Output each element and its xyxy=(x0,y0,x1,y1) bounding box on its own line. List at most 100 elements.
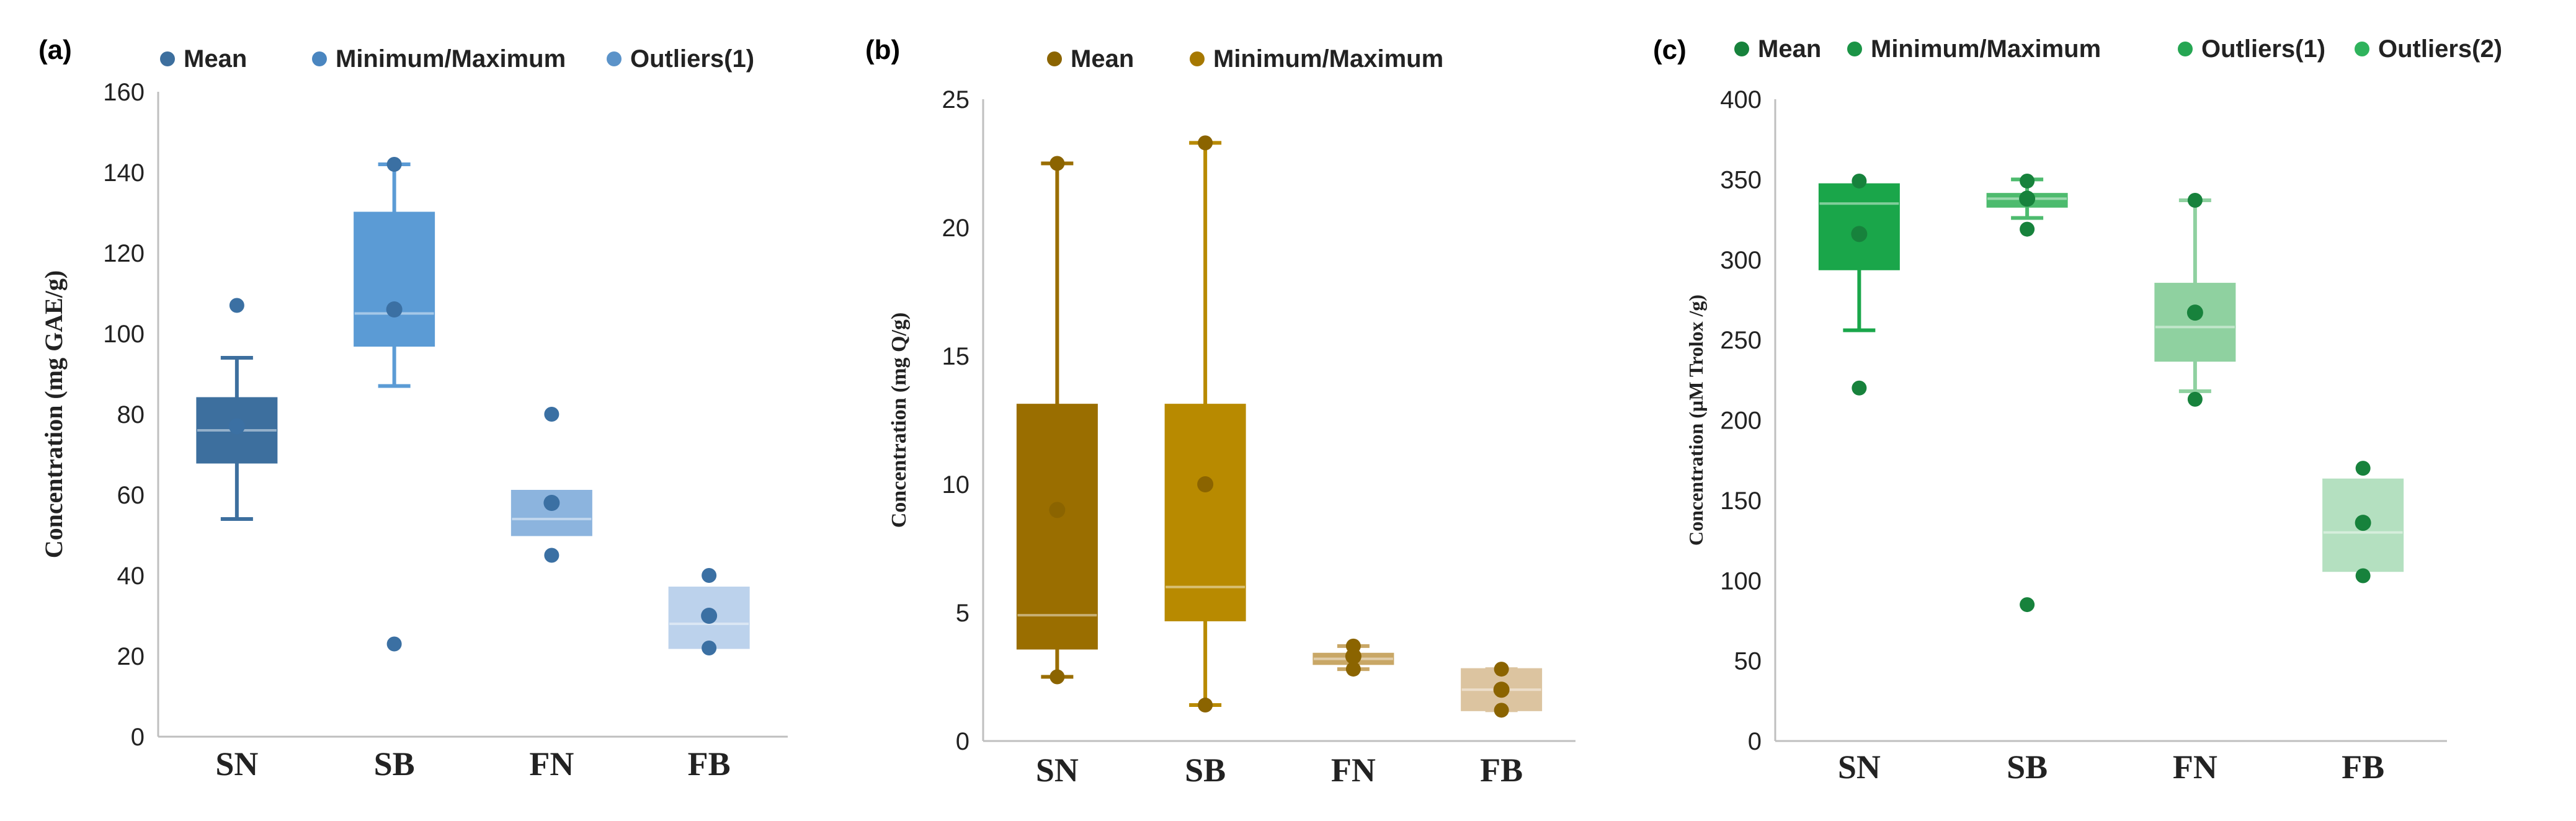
legend-entry: Mean xyxy=(184,45,247,73)
box-body xyxy=(1818,183,1900,270)
mean-point xyxy=(228,418,245,435)
y-tick-label: 80 xyxy=(117,401,145,428)
mean-point xyxy=(543,495,560,511)
y-tick-label: 150 xyxy=(1720,487,1762,515)
mean-point xyxy=(1197,476,1214,492)
box-body xyxy=(2154,283,2236,362)
box-FN xyxy=(1313,638,1394,677)
max-point xyxy=(1494,662,1509,677)
legend-entry: Minimum/Maximum xyxy=(1213,45,1443,73)
legend-entry: Outliers(1) xyxy=(2201,35,2325,63)
x-category-label: SN xyxy=(1838,748,1881,786)
legend-marker xyxy=(607,51,622,66)
panel-label: (c) xyxy=(1653,35,1687,65)
x-category-label: FB xyxy=(1480,752,1523,789)
y-tick-label: 20 xyxy=(117,643,145,670)
legend-entry: Outliers(1) xyxy=(630,45,754,73)
data-point xyxy=(544,548,559,563)
mean-point xyxy=(1049,502,1066,518)
mean-point xyxy=(386,301,403,317)
y-tick-label: 300 xyxy=(1720,247,1762,274)
min-point xyxy=(1198,698,1213,713)
box-FN xyxy=(510,407,592,563)
data-point xyxy=(702,568,717,583)
box-body xyxy=(1016,404,1098,650)
legend-marker xyxy=(2355,42,2369,56)
box-body xyxy=(196,397,278,464)
legend-entry: Mean xyxy=(1758,35,1821,63)
panel-label: (a) xyxy=(38,35,72,65)
max-point xyxy=(1198,135,1213,151)
x-category-label: FN xyxy=(2173,748,2217,786)
y-tick-label: 20 xyxy=(942,215,970,242)
box-SN xyxy=(1016,156,1098,685)
panel-label: (b) xyxy=(865,35,900,65)
data-point xyxy=(2355,568,2371,584)
x-category-label: SB xyxy=(1185,752,1226,789)
y-tick-label: 0 xyxy=(956,728,969,755)
data-point xyxy=(2020,221,2035,237)
y-tick-label: 15 xyxy=(942,343,970,370)
y-tick-label: 5 xyxy=(956,600,969,627)
data-point xyxy=(1852,173,1867,189)
box-FB xyxy=(668,568,750,655)
x-category-label: SB xyxy=(374,745,415,783)
mean-point xyxy=(1345,648,1362,665)
box-SN xyxy=(1818,173,1900,396)
y-axis-title: Concentration (µM Trolox /g) xyxy=(1685,295,1707,546)
x-category-label: SB xyxy=(2007,748,2048,786)
legend-marker xyxy=(1847,42,1862,56)
mean-point xyxy=(2355,515,2371,531)
legend-entry: Mean xyxy=(1071,45,1134,73)
data-point xyxy=(2187,391,2203,407)
y-tick-label: 60 xyxy=(117,482,145,509)
data-point xyxy=(2020,597,2035,613)
box-SB xyxy=(354,157,435,652)
mean-point xyxy=(2019,190,2036,207)
box-SB xyxy=(1164,135,1246,713)
data-point xyxy=(702,641,717,655)
x-category-label: SN xyxy=(1036,752,1079,789)
y-tick-label: 100 xyxy=(103,321,145,348)
y-axis-title: Concentration (mg GAE/g) xyxy=(40,270,68,558)
mean-point xyxy=(1493,681,1510,698)
box-SN xyxy=(196,298,278,521)
data-point xyxy=(2355,461,2371,476)
mean-point xyxy=(1851,226,1868,242)
x-category-label: FB xyxy=(688,745,731,783)
y-tick-label: 0 xyxy=(1748,728,1762,755)
y-tick-label: 140 xyxy=(103,159,145,187)
legend-entry: Minimum/Maximum xyxy=(336,45,566,73)
y-tick-label: 10 xyxy=(942,471,970,499)
data-point xyxy=(386,157,402,172)
legend-entry: Outliers(2) xyxy=(2378,35,2502,63)
x-category-label: SN xyxy=(215,745,258,783)
legend-entry: Minimum/Maximum xyxy=(1871,35,2101,63)
x-category-label: FN xyxy=(1331,752,1376,789)
legend-marker xyxy=(1734,42,1749,56)
y-tick-label: 200 xyxy=(1720,407,1762,435)
y-tick-label: 160 xyxy=(103,79,145,106)
box-FN xyxy=(2154,193,2236,407)
box-FB xyxy=(1461,662,1543,718)
data-point xyxy=(386,636,402,652)
legend-marker xyxy=(1047,51,1062,66)
y-tick-label: 250 xyxy=(1720,327,1762,354)
y-axis-title: Concentration (mg Q/g) xyxy=(888,313,911,528)
box-body xyxy=(1164,404,1246,621)
y-tick-label: 25 xyxy=(942,86,970,113)
mean-point xyxy=(701,608,718,624)
min-point xyxy=(1345,662,1361,677)
y-tick-label: 100 xyxy=(1720,567,1762,595)
data-point xyxy=(229,298,244,313)
y-tick-label: 350 xyxy=(1720,166,1762,193)
legend-marker xyxy=(312,51,327,66)
panel-c: (c) 0 50 100 150 200 250 300 350 400 Concentration… xyxy=(1653,35,2502,786)
mean-point xyxy=(2186,304,2203,321)
y-tick-label: 50 xyxy=(1734,648,1762,675)
legend-marker xyxy=(2178,42,2193,56)
panel-b: (b) 0 5 10 15 20 25 Concentration (mg Q/g) SN SB F… xyxy=(865,35,1575,789)
max-point xyxy=(1050,156,1065,171)
panel-a: (a) 0 20 40 60 80 100 120 140 160 Concentration (m… xyxy=(38,35,788,783)
